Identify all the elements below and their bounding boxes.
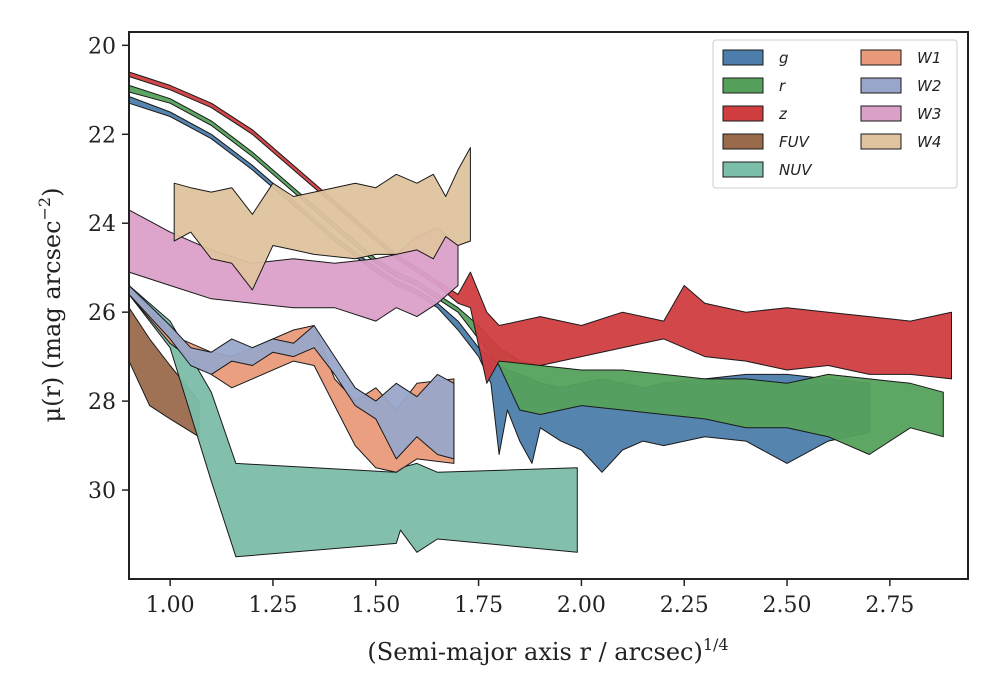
legend: grz FUV NUV W1 W2 W3 W4 [712,39,958,189]
legend-label-fuv: FUV [779,133,811,151]
legend-swatch-w1 [860,49,902,66]
x-tick-label: 1.75 [454,593,503,618]
x-tick-label: 1.25 [248,593,297,618]
y-tick-label: 28 [88,390,116,415]
x-tick-label: 2.00 [557,593,606,618]
band-nuv [128,285,578,558]
band-w4 [173,147,471,291]
y-axis-label: μ(r) (mag arcsec−2) [35,188,66,423]
legend-label-w1: W1 [917,49,941,67]
y-axis-label-close: ) [38,188,66,197]
legend-swatch-w4 [860,133,902,150]
y-axis-label-text: μ(r) (mag arcsec [38,220,66,422]
legend-label-w2: W2 [917,77,941,95]
x-tick-label: 2.25 [660,593,709,618]
legend-label-g: g [779,49,789,67]
x-tick-label: 1.50 [351,593,400,618]
x-axis-ticks: 1.00 1.25 1.50 1.75 2.00 2.25 2.50 2.75 [146,579,914,618]
y-tick-label: 24 [88,212,116,237]
legend-swatch-g [722,49,764,66]
y-tick-label: 26 [88,301,116,326]
y-axis-ticks: 20 22 24 26 28 30 [88,34,129,504]
legend-label-w4: W4 [917,133,941,151]
y-axis-label-exponent: −2 [35,197,54,221]
y-tick-label: 20 [88,34,116,59]
legend-label-w3: W3 [917,105,941,123]
profile-bands [128,71,952,558]
legend-swatch-r [722,77,764,94]
legend-swatch-z [722,105,764,122]
legend-swatch-nuv [722,161,764,178]
x-axis-label-exponent: 1/4 [703,635,729,654]
x-axis-label: (Semi-major axis r / arcsec)1/4 [367,635,728,666]
legend-swatch-w3 [860,105,902,122]
legend-swatch-fuv [722,133,764,150]
band-w3 [128,209,459,322]
y-tick-label: 30 [88,479,116,504]
plot-frame [128,31,969,580]
x-axis-label-text: (Semi-major axis r / arcsec) [367,638,702,666]
x-tick-label: 2.75 [865,593,914,618]
x-tick-label: 2.50 [763,593,812,618]
x-tick-label: 1.00 [146,593,195,618]
band-w2 [128,285,455,460]
y-tick-label: 22 [88,123,116,148]
legend-label-r: r [779,77,786,95]
legend-box [712,39,958,189]
legend-label-z: z [778,105,788,123]
legend-swatch-w2 [860,77,902,94]
legend-label-nuv: NUV [779,161,813,179]
